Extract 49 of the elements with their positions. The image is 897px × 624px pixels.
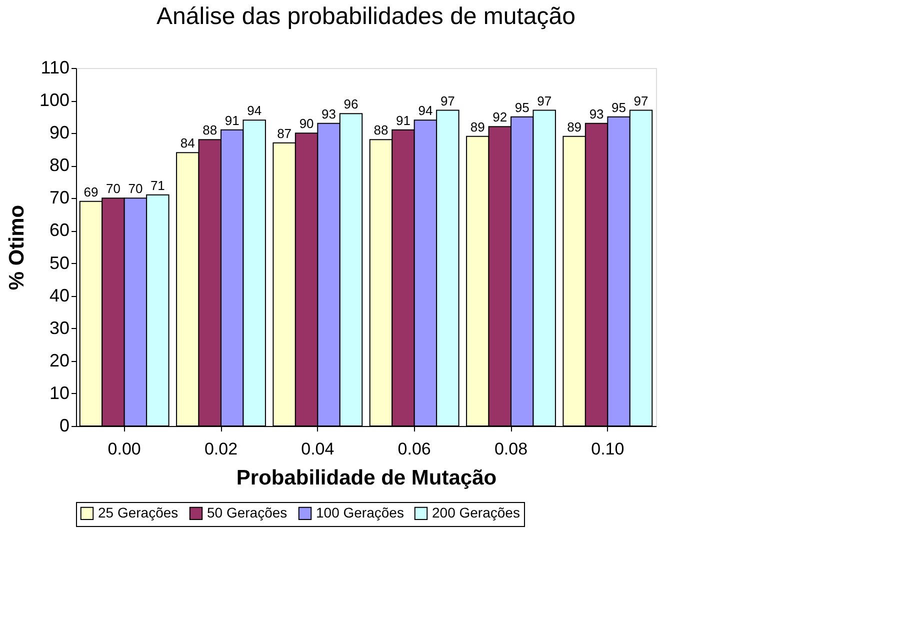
x-tick-label: 0.08 <box>494 440 528 458</box>
data-label: 88 <box>374 122 388 138</box>
data-label: 93 <box>322 106 336 122</box>
x-axis-title: Probabilidade de Mutação <box>236 466 497 490</box>
x-tick-label: 0.00 <box>108 440 141 458</box>
data-label: 88 <box>202 122 218 138</box>
y-tick-label: 50 <box>49 252 70 273</box>
y-tick-label: 0 <box>59 416 70 436</box>
legend-label: 50 Gerações <box>207 504 288 520</box>
data-label: 69 <box>84 184 98 200</box>
data-label: 97 <box>440 93 455 108</box>
data-label: 97 <box>537 93 552 108</box>
data-label: 70 <box>128 181 143 196</box>
data-label: 84 <box>180 136 195 151</box>
data-label: 89 <box>470 119 485 134</box>
legend-label: 100 Gerações <box>316 504 404 520</box>
data-label: 93 <box>589 106 604 122</box>
data-label: 94 <box>247 103 262 118</box>
data-label: 71 <box>150 178 165 193</box>
x-tick-label: 0.02 <box>204 440 238 458</box>
legend-label: 200 Gerações <box>432 504 520 520</box>
data-label: 91 <box>224 112 240 128</box>
y-tick-label: 90 <box>49 122 70 143</box>
y-tick-label: 40 <box>49 285 70 306</box>
data-label: 87 <box>277 126 292 141</box>
y-tick-label: 80 <box>49 155 70 176</box>
legend-label: 25 Gerações <box>98 504 178 520</box>
data-label: 95 <box>612 100 626 115</box>
data-label: 92 <box>492 110 508 125</box>
data-label: 70 <box>106 181 120 196</box>
y-tick-label: 70 <box>49 188 70 208</box>
y-tick-label: 10 <box>49 382 70 403</box>
y-tick-label: 110 <box>40 58 70 78</box>
data-label: 95 <box>514 100 530 115</box>
data-label: 89 <box>567 119 582 134</box>
y-tick-label: 20 <box>49 350 70 370</box>
data-label: 96 <box>344 96 358 112</box>
data-label: 90 <box>299 116 314 132</box>
chart-title: Análise das probabilidades de mutação <box>156 3 576 30</box>
x-tick-label: 0.10 <box>591 440 624 458</box>
y-tick-label: 100 <box>39 90 70 110</box>
data-label: 91 <box>396 112 410 128</box>
y-axis-title: % Otimo <box>5 204 28 290</box>
y-tick-label: 60 <box>49 220 70 240</box>
x-tick-label: 0.06 <box>398 440 431 458</box>
data-label: 94 <box>418 103 433 118</box>
data-label: 97 <box>634 93 648 108</box>
x-tick-label: 0.04 <box>301 440 334 458</box>
y-tick-label: 30 <box>49 318 70 338</box>
